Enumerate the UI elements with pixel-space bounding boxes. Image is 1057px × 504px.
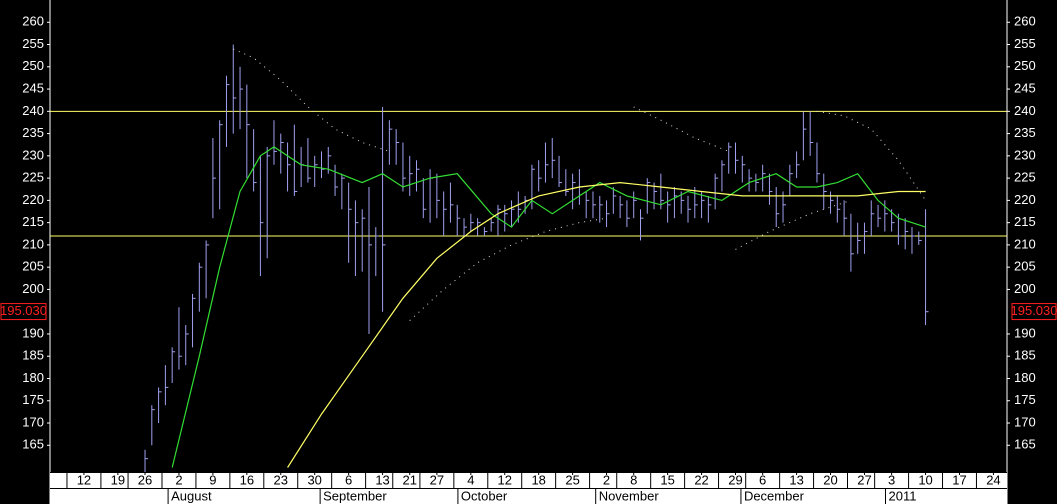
x-tick-label: 18 <box>531 472 545 487</box>
x-tick-label: 2 <box>175 472 182 487</box>
price-label-box <box>0 303 47 321</box>
y-tick-label: 175 <box>22 392 44 407</box>
x-tick-label: 20 <box>823 472 837 487</box>
x-tick-label: 19 <box>111 472 125 487</box>
indicator-line <box>171 146 926 468</box>
x-tick-label: 27 <box>857 472 871 487</box>
x-tick-label: 3 <box>888 472 895 487</box>
y2-tick-label: 210 <box>1014 236 1036 251</box>
y-tick-label: 165 <box>22 437 44 452</box>
x-tick-label: 17 <box>952 472 966 487</box>
x-tick-label: 22 <box>694 472 708 487</box>
y-tick-label: 260 <box>22 14 44 29</box>
y-tick-label: 215 <box>22 214 44 229</box>
indicator-line <box>287 181 926 468</box>
y2-tick-label: 180 <box>1014 370 1036 385</box>
y2-tick-label: 225 <box>1014 170 1036 185</box>
month-label: 2011 <box>889 488 917 503</box>
y2-tick-label: 170 <box>1014 414 1036 429</box>
x-tick-label: 2 <box>603 472 610 487</box>
month-label: October <box>461 488 508 503</box>
x-tick-label: 13 <box>375 472 389 487</box>
x-tick-label: 10 <box>918 472 932 487</box>
y-tick-label: 200 <box>22 281 44 296</box>
x-tick-label: 12 <box>77 472 91 487</box>
y-tick-label: 235 <box>22 125 44 140</box>
month-label: November <box>599 488 660 503</box>
y2-tick-label: 200 <box>1014 281 1036 296</box>
x-tick-label: 12 <box>498 472 512 487</box>
y-tick-label: 250 <box>22 58 44 73</box>
y-tick-label: 210 <box>22 236 44 251</box>
month-label: September <box>323 488 387 503</box>
x-tick-label: 29 <box>728 472 742 487</box>
y2-tick-label: 205 <box>1014 259 1036 274</box>
y-tick-label: 225 <box>22 170 44 185</box>
y2-tick-label: 220 <box>1014 192 1036 207</box>
price-label-box <box>1011 303 1057 321</box>
y-tick-label: 170 <box>22 414 44 429</box>
price-label: 195.030 <box>0 303 47 318</box>
x-tick-label: 23 <box>274 472 288 487</box>
x-tick-label: 30 <box>307 472 321 487</box>
y2-tick-label: 235 <box>1014 125 1036 140</box>
y2-tick-label: 260 <box>1014 14 1036 29</box>
y2-tick-label: 250 <box>1014 58 1036 73</box>
y2-tick-label: 240 <box>1014 103 1036 118</box>
month-label: August <box>171 488 212 503</box>
y2-tick-label: 175 <box>1014 392 1036 407</box>
y-tick-label: 180 <box>22 370 44 385</box>
y2-tick-label: 185 <box>1014 348 1036 363</box>
x-tick-label: 16 <box>240 472 254 487</box>
x-tick-label: 21 <box>402 472 416 487</box>
y-tick-label: 190 <box>22 325 44 340</box>
x-tick-label: 15 <box>660 472 674 487</box>
y2-tick-label: 245 <box>1014 80 1036 95</box>
price-label: 195.030 <box>1011 303 1057 318</box>
y-tick-label: 185 <box>22 348 44 363</box>
y-tick-label: 240 <box>22 103 44 118</box>
y2-tick-label: 190 <box>1014 325 1036 340</box>
y2-tick-label: 255 <box>1014 36 1036 51</box>
y-tick-label: 255 <box>22 36 44 51</box>
x-tick-label: 24 <box>986 472 1000 487</box>
y-tick-label: 220 <box>22 192 44 207</box>
y-tick-label: 245 <box>22 80 44 95</box>
x-tick-label: 8 <box>630 472 637 487</box>
y2-tick-label: 230 <box>1014 147 1036 162</box>
y2-tick-label: 215 <box>1014 214 1036 229</box>
y2-tick-label: 165 <box>1014 437 1036 452</box>
y-tick-label: 205 <box>22 259 44 274</box>
x-tick-label: 4 <box>467 472 474 487</box>
x-tick-label: 6 <box>759 472 766 487</box>
x-tick-label: 25 <box>565 472 579 487</box>
x-tick-label: 27 <box>430 472 444 487</box>
x-tick-label: 26 <box>138 472 152 487</box>
x-tick-label: 13 <box>789 472 803 487</box>
month-label: December <box>744 488 805 503</box>
x-tick-label: 9 <box>209 472 216 487</box>
x-tick-label: 6 <box>345 472 352 487</box>
y-tick-label: 230 <box>22 147 44 162</box>
